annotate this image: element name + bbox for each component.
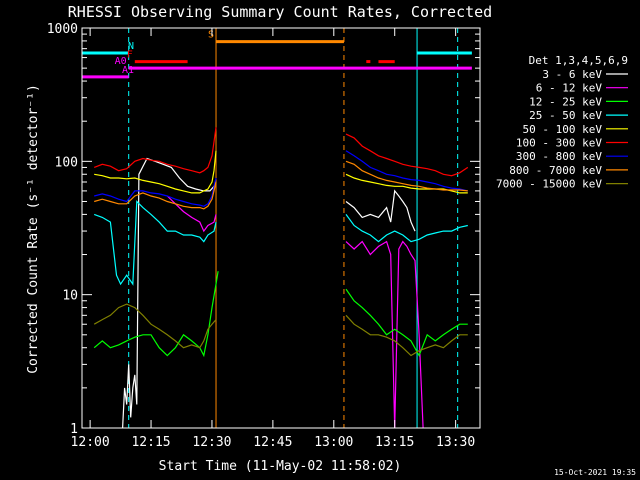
legend-label-7: 800 - 7000 keV [509, 164, 602, 177]
series-line-1-0 [166, 195, 217, 233]
legend-title: Det 1,3,4,5,6,9 [529, 54, 628, 67]
flag-label-2: F [127, 50, 133, 61]
x-tick-label-3: 12:45 [253, 435, 292, 450]
series-line-4-0 [94, 150, 217, 194]
x-tick-label-4: 13:00 [314, 435, 353, 450]
legend-label-2: 12 - 25 keV [529, 95, 602, 108]
y-axis-label: Corrected Count Rate (s⁻¹ detector⁻¹) [26, 84, 41, 374]
series-line-7-1 [345, 160, 468, 192]
series-line-0-0 [122, 157, 217, 429]
flag-label-0: N [128, 41, 134, 52]
series-line-7-0 [94, 181, 217, 210]
y-tick-label-3: 1000 [47, 22, 78, 37]
vertical-lines [128, 28, 459, 428]
plot-frame [81, 27, 481, 429]
series-line-6-0 [94, 177, 217, 207]
flag-label-5: S [208, 30, 214, 41]
timestamp: 15-Oct-2021 19:35 [554, 468, 636, 477]
flag-label-7: A1 [122, 65, 134, 76]
series-line-8-0 [93, 303, 217, 349]
series-line-3-0 [93, 200, 217, 286]
series-line-0-1 [345, 189, 416, 232]
series-lines [93, 127, 469, 429]
x-tick-label-5: 13:15 [375, 435, 414, 450]
x-tick-label-2: 12:30 [192, 435, 231, 450]
series-line-5-0 [93, 127, 217, 174]
legend-label-1: 6 - 12 keV [536, 82, 603, 95]
x-tick-label-1: 12:15 [131, 435, 170, 450]
chart-title: RHESSI Observing Summary Count Rates, Co… [68, 3, 492, 21]
legend-label-3: 25 - 50 keV [529, 109, 602, 122]
legend-label-8: 7000 - 15000 keV [496, 178, 602, 191]
legend-label-5: 100 - 300 keV [516, 137, 602, 150]
x-axis-label: Start Time (11-May-02 11:58:02) [159, 459, 402, 474]
series-line-2-1 [345, 288, 468, 357]
legend-label-6: 300 - 800 keV [516, 150, 602, 163]
series-line-8-1 [345, 314, 468, 357]
y-tick-label-2: 100 [55, 155, 78, 170]
x-tick-label-6: 13:30 [436, 435, 475, 450]
series-line-1-1 [345, 240, 424, 429]
y-tick-label-0: 1 [70, 422, 78, 437]
y-tick-label-1: 10 [62, 289, 78, 304]
x-axis-ticks: 12:00 12:15 12:30 12:45 13:00 13:15 13:30 [71, 28, 475, 450]
y-axis-ticks: 1 10 100 1000 [47, 22, 480, 437]
series-line-6-1 [345, 150, 468, 192]
series-line-2-0 [93, 271, 219, 358]
legend-label-4: 50 - 100 keV [523, 123, 603, 136]
series-line-5-1 [345, 133, 469, 177]
legend-label-0: 3 - 6 keV [542, 68, 602, 81]
flag-label-6: A0 [115, 56, 127, 67]
x-tick-label-0: 12:00 [71, 435, 110, 450]
series-line-3-1 [345, 214, 468, 243]
